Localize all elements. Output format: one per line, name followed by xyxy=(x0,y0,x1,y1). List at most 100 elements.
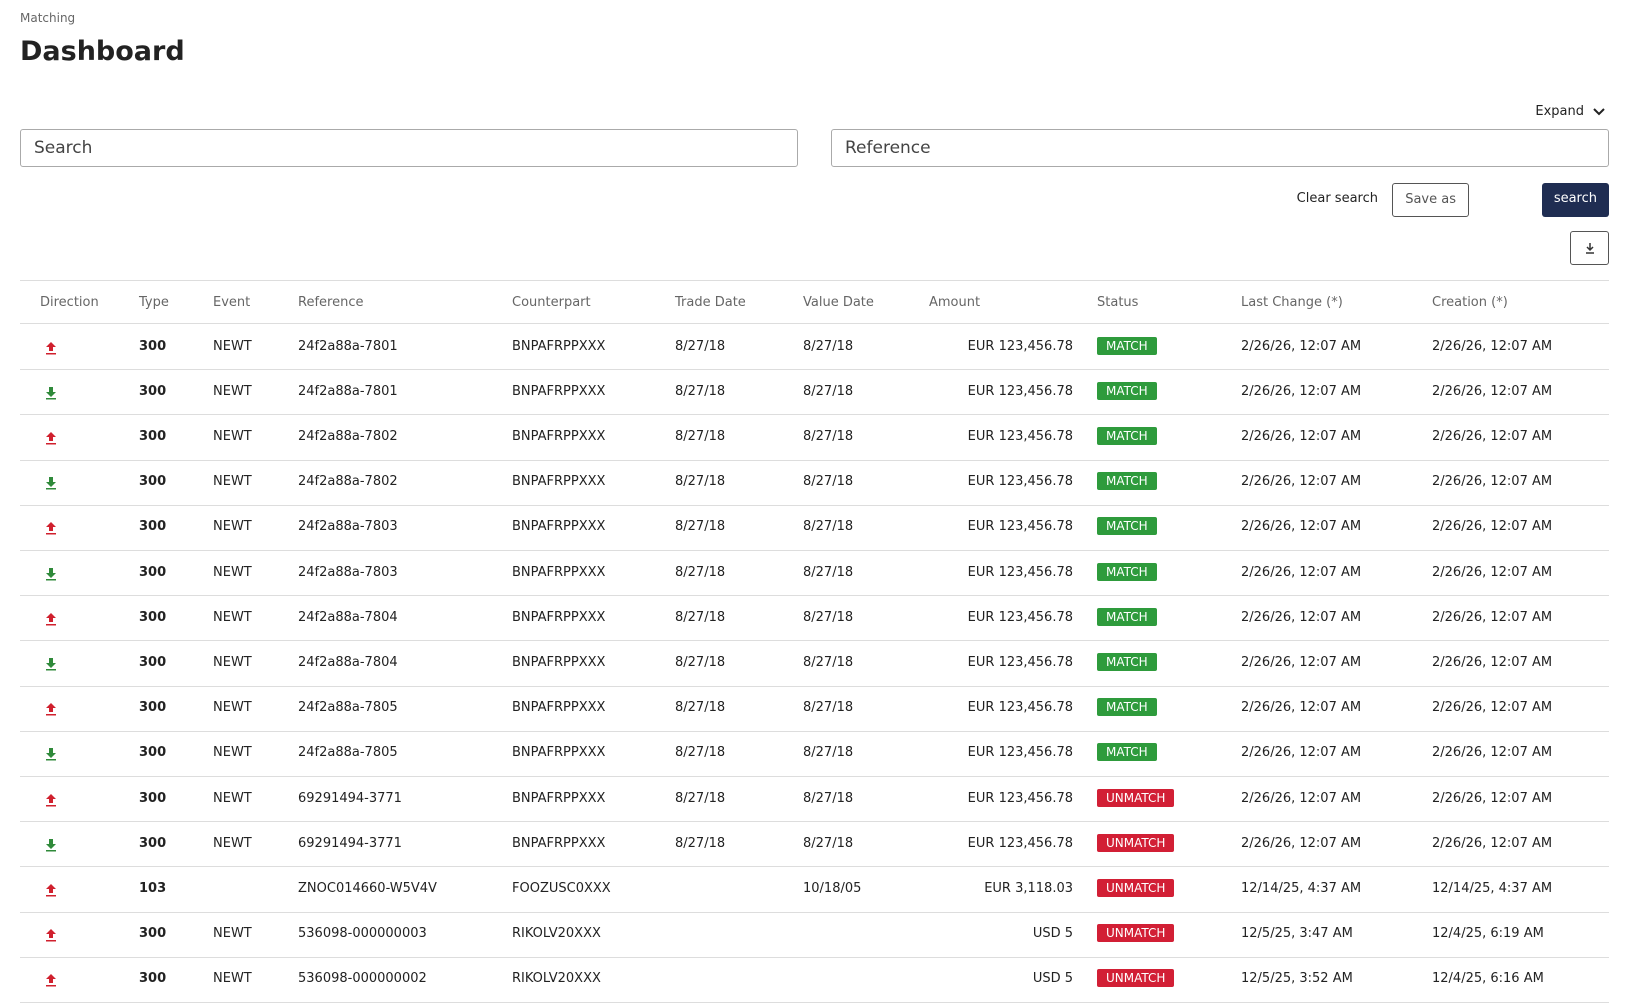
type-cell: 300 xyxy=(139,429,167,444)
creation-cell: 2/26/26, 12:07 AM xyxy=(1432,519,1553,535)
row-border xyxy=(20,866,1609,867)
type-cell: 300 xyxy=(139,700,167,716)
type-cell: 300 xyxy=(139,383,167,399)
event-cell: NEWT xyxy=(213,429,252,444)
creation-cell: 2/26/26, 12:07 AM xyxy=(1432,383,1553,399)
amount-cell: EUR 123,456.78 xyxy=(967,700,1073,716)
last-change-cell: 12/5/25, 3:52 AM xyxy=(1241,971,1353,987)
counterpart-cell: BNPAFRPPXXX xyxy=(512,383,606,399)
column-header[interactable]: Reference xyxy=(298,295,364,310)
search-input[interactable]: Search xyxy=(20,129,798,167)
amount-cell: EUR 123,456.78 xyxy=(967,790,1073,806)
counterpart-cell: BNPAFRPPXXX xyxy=(512,835,606,851)
row-border xyxy=(20,1002,1609,1003)
download-icon xyxy=(1585,243,1594,254)
expand-label: Expand xyxy=(1535,104,1584,119)
reference-cell: 24f2a88a-7805 xyxy=(298,700,398,716)
column-header[interactable]: Status xyxy=(1097,295,1139,310)
value-date-cell: 8/27/18 xyxy=(803,383,854,399)
trade-date-cell: 8/27/18 xyxy=(675,474,726,490)
trade-date-cell: 8/27/18 xyxy=(675,609,726,625)
status-badge: MATCH xyxy=(1097,653,1157,671)
status-badge: UNMATCH xyxy=(1097,924,1175,943)
search-button[interactable]: search xyxy=(1541,183,1609,217)
creation-cell: 2/26/26, 12:07 AM xyxy=(1432,429,1553,444)
last-change-cell: 2/26/26, 12:07 AM xyxy=(1241,383,1362,399)
direction-icon xyxy=(45,701,57,720)
status-badge: MATCH xyxy=(1097,698,1157,717)
breadcrumb[interactable]: Matching xyxy=(20,11,76,25)
status-badge: UNMATCH xyxy=(1097,788,1175,807)
event-cell: NEWT xyxy=(213,474,252,490)
value-date-cell: 10/18/05 xyxy=(803,881,862,896)
creation-cell: 2/26/26, 12:07 AM xyxy=(1432,790,1553,806)
column-header[interactable]: Event xyxy=(213,295,251,310)
trade-date-cell: 8/27/18 xyxy=(675,745,726,761)
row-border xyxy=(20,414,1609,415)
last-change-cell: 2/26/26, 12:07 AM xyxy=(1241,835,1362,851)
last-change-cell: 2/26/26, 12:07 AM xyxy=(1241,609,1362,625)
direction-icon xyxy=(45,430,57,449)
status-badge: MATCH xyxy=(1097,743,1157,762)
direction-icon xyxy=(45,385,57,404)
reference-cell: 24f2a88a-7801 xyxy=(298,383,398,399)
clear-search-button[interactable]: Clear search xyxy=(1296,191,1378,206)
direction-icon xyxy=(45,837,57,856)
column-header[interactable]: Last Change (*) xyxy=(1241,295,1343,310)
type-cell: 300 xyxy=(139,338,167,354)
row-border xyxy=(20,550,1609,551)
status-badge: MATCH xyxy=(1097,607,1157,626)
status-badge: MATCH xyxy=(1097,472,1157,491)
column-header[interactable]: Counterpart xyxy=(512,295,591,310)
column-header[interactable]: Type xyxy=(139,295,169,310)
trade-date-cell: 8/27/18 xyxy=(675,700,726,716)
direction-icon xyxy=(45,656,57,675)
expand-toggle[interactable]: Expand xyxy=(1535,104,1606,119)
type-cell: 300 xyxy=(139,971,167,987)
last-change-cell: 2/26/26, 12:07 AM xyxy=(1241,429,1362,444)
reference-input[interactable]: Reference xyxy=(831,129,1609,167)
type-cell: 300 xyxy=(139,564,167,580)
column-header[interactable]: Creation (*) xyxy=(1432,295,1508,310)
status-badge: UNMATCH xyxy=(1097,833,1175,852)
trade-date-cell: 8/27/18 xyxy=(675,790,726,806)
direction-icon xyxy=(45,340,57,359)
trade-date-cell: 8/27/18 xyxy=(675,338,726,354)
column-header[interactable]: Direction xyxy=(40,295,99,310)
download-button[interactable] xyxy=(1570,231,1609,265)
reference-cell: ZNOC014660-W5V4V xyxy=(298,881,437,896)
reference-cell: 69291494-3771 xyxy=(298,835,402,851)
event-cell: NEWT xyxy=(213,745,252,761)
last-change-cell: 12/14/25, 4:37 AM xyxy=(1241,881,1362,896)
amount-cell: EUR 123,456.78 xyxy=(967,835,1073,851)
event-cell: NEWT xyxy=(213,700,252,716)
amount-cell: EUR 3,118.03 xyxy=(984,881,1073,896)
event-cell: NEWT xyxy=(213,519,252,535)
amount-cell: EUR 123,456.78 xyxy=(967,338,1073,354)
column-header[interactable]: Trade Date xyxy=(675,295,746,310)
page-title: Dashboard xyxy=(20,36,185,67)
direction-icon xyxy=(45,746,57,765)
reference-cell: 24f2a88a-7804 xyxy=(298,609,398,625)
row-border xyxy=(20,323,1609,324)
column-header[interactable]: Amount xyxy=(929,295,981,310)
row-border xyxy=(20,595,1609,596)
save-as-button[interactable]: Save as xyxy=(1392,183,1469,217)
event-cell: NEWT xyxy=(213,971,252,987)
column-header[interactable]: Value Date xyxy=(803,295,874,310)
row-border xyxy=(20,460,1609,461)
row-border xyxy=(20,505,1609,506)
direction-icon xyxy=(45,972,57,991)
direction-icon xyxy=(45,882,57,901)
amount-cell: EUR 123,456.78 xyxy=(967,429,1073,444)
status-badge: UNMATCH xyxy=(1097,969,1175,988)
counterpart-cell: RIKOLV20XXX xyxy=(512,926,601,942)
amount-cell: USD 5 xyxy=(1032,971,1073,987)
creation-cell: 2/26/26, 12:07 AM xyxy=(1432,745,1553,761)
last-change-cell: 2/26/26, 12:07 AM xyxy=(1241,564,1362,580)
row-border xyxy=(20,369,1609,370)
event-cell: NEWT xyxy=(213,835,252,851)
trade-date-cell: 8/27/18 xyxy=(675,835,726,851)
creation-cell: 12/4/25, 6:19 AM xyxy=(1432,926,1544,942)
last-change-cell: 2/26/26, 12:07 AM xyxy=(1241,519,1362,535)
